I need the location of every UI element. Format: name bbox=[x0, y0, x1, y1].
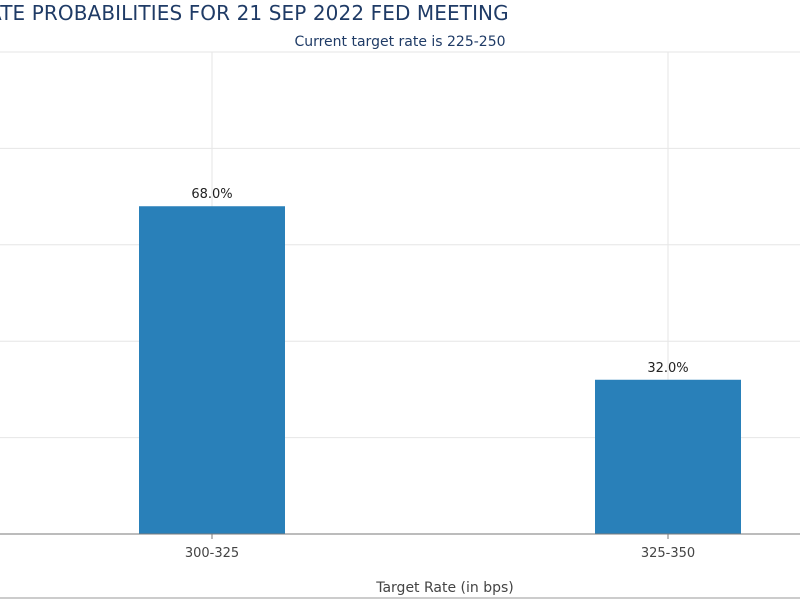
chart-title: ATE PROBABILITIES FOR 21 SEP 2022 FED ME… bbox=[0, 1, 509, 25]
x-axis-title: Target Rate (in bps) bbox=[376, 580, 514, 596]
x-tick-label: 325-350 bbox=[641, 546, 695, 561]
data-label: 68.0% bbox=[191, 187, 232, 202]
bar-300-325 bbox=[139, 206, 285, 535]
bar-325-350 bbox=[595, 379, 741, 534]
data-label: 32.0% bbox=[647, 361, 688, 376]
x-tick-label: 300-325 bbox=[185, 546, 239, 561]
chart-subtitle: Current target rate is 225-250 bbox=[294, 34, 506, 50]
